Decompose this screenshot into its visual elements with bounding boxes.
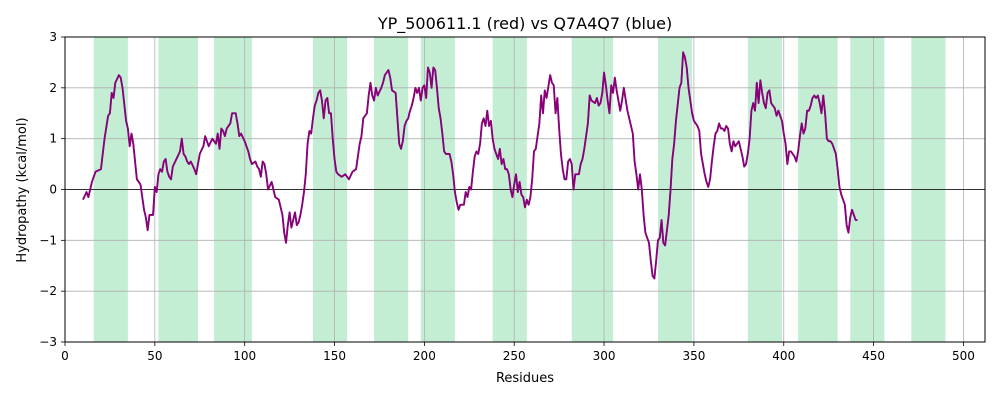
y-tick-label: −1 (39, 233, 57, 247)
y-axis-label: Hydropathy (kcal/mol) (15, 117, 30, 262)
x-tick-label: 400 (772, 349, 795, 363)
x-tick-label: 200 (413, 349, 436, 363)
x-tick-label: 250 (503, 349, 526, 363)
x-tick-label: 100 (233, 349, 256, 363)
series-line-0 (82, 51, 858, 280)
x-axis-label: Residues (496, 371, 554, 386)
y-tick-label: −2 (39, 284, 57, 298)
x-tick-label: 300 (593, 349, 616, 363)
y-tick-label: 1 (49, 132, 57, 146)
x-tick-label: 50 (147, 349, 162, 363)
y-tick-label: 2 (49, 81, 57, 95)
series-lines (82, 51, 858, 280)
y-tick-label: −3 (39, 335, 57, 349)
series-line-1 (82, 51, 858, 280)
y-tick-label: 0 (49, 183, 57, 197)
x-axis-ticks: 0 50 100 150 200 250 300 350 400 450 500 (61, 342, 975, 363)
x-tick-label: 450 (862, 349, 885, 363)
chart-title: YP_500611.1 (red) vs Q7A4Q7 (blue) (377, 14, 672, 34)
x-tick-label: 150 (323, 349, 346, 363)
x-tick-label: 0 (61, 349, 69, 363)
x-tick-label: 350 (682, 349, 705, 363)
x-tick-label: 500 (952, 349, 975, 363)
y-axis-ticks: −3 −2 −1 0 1 2 3 (39, 30, 65, 349)
y-tick-label: 3 (49, 30, 57, 44)
